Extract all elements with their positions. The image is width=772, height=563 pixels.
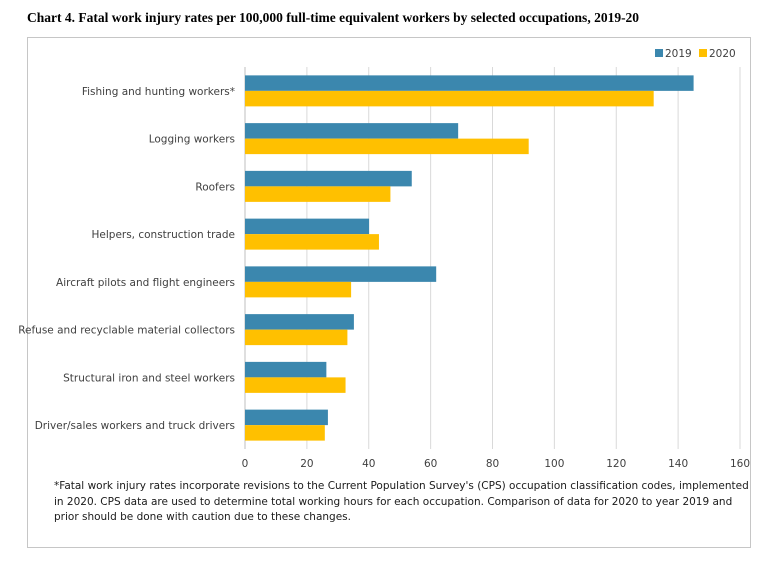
category-label: Driver/sales workers and truck drivers bbox=[35, 420, 235, 432]
x-tick-label: 40 bbox=[362, 458, 375, 470]
category-label: Helpers, construction trade bbox=[92, 229, 236, 241]
x-tick-label: 20 bbox=[300, 458, 313, 470]
category-label: Refuse and recyclable material collector… bbox=[18, 325, 235, 337]
category-labels: Fishing and hunting workers* Logging work… bbox=[18, 86, 235, 432]
legend-label: 2020 bbox=[709, 48, 736, 60]
legend-swatch bbox=[699, 49, 707, 57]
bar-2019 bbox=[245, 75, 694, 91]
category-label: Aircraft pilots and flight engineers bbox=[56, 277, 235, 289]
category-label: Roofers bbox=[195, 181, 235, 193]
bar-2020 bbox=[245, 329, 348, 346]
bar-2020 bbox=[245, 90, 654, 107]
chart-title: Chart 4. Fatal work injury rates per 100… bbox=[27, 10, 640, 25]
bar-2019 bbox=[245, 361, 327, 378]
category-label: Fishing and hunting workers* bbox=[82, 86, 235, 98]
legend-swatch bbox=[655, 49, 663, 57]
bar-2020 bbox=[245, 138, 529, 155]
footnote: *Fatal work injury rates incorporate rev… bbox=[54, 480, 749, 523]
bar-2019 bbox=[245, 123, 459, 139]
category-label: Structural iron and steel workers bbox=[63, 372, 235, 384]
bar-2020 bbox=[245, 425, 325, 441]
legend: 2019 2020 bbox=[655, 48, 736, 60]
chart-frame bbox=[27, 37, 751, 548]
category-label: Logging workers bbox=[149, 134, 235, 146]
bar-2019 bbox=[245, 170, 412, 187]
bar-2019 bbox=[245, 266, 437, 282]
x-axis-ticks: 0 20 40 60 80 100 120 140 160 bbox=[242, 458, 750, 470]
x-tick-label: 0 bbox=[242, 458, 249, 470]
x-tick-label: 60 bbox=[424, 458, 437, 470]
bar-2020 bbox=[245, 377, 346, 393]
bar-2020 bbox=[245, 186, 391, 202]
x-tick-label: 80 bbox=[486, 458, 499, 470]
x-tick-label: 160 bbox=[730, 458, 750, 470]
bars bbox=[245, 75, 694, 441]
bar-2020 bbox=[245, 281, 352, 298]
x-tick-label: 140 bbox=[668, 458, 688, 470]
bar-2019 bbox=[245, 218, 370, 235]
bar-2019 bbox=[245, 409, 328, 426]
bar-2019 bbox=[245, 314, 354, 330]
x-tick-label: 100 bbox=[544, 458, 564, 470]
legend-label: 2019 bbox=[665, 48, 692, 60]
x-tick-label: 120 bbox=[606, 458, 626, 470]
bar-2020 bbox=[245, 234, 379, 250]
